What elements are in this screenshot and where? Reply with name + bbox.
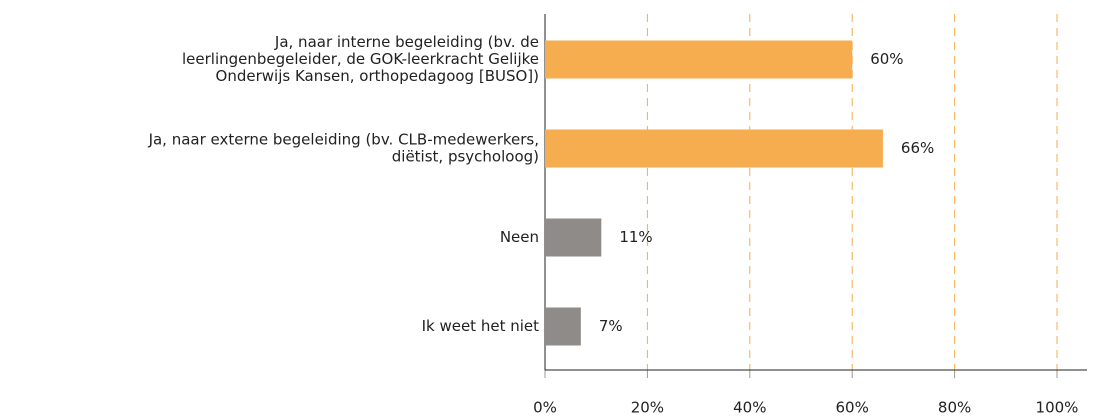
- value-label: 60%: [870, 50, 903, 68]
- category-label: diëtist, psycholoog): [392, 148, 539, 166]
- bar: [545, 129, 883, 168]
- category-label: Ja, naar externe begeleiding (bv. CLB-me…: [148, 131, 539, 149]
- x-tick-label: 60%: [836, 399, 869, 416]
- x-tick-label: 80%: [938, 399, 971, 416]
- bar: [545, 40, 853, 79]
- x-tick-label: 100%: [1036, 399, 1079, 416]
- bar: [545, 307, 581, 346]
- value-label: 7%: [599, 317, 623, 335]
- x-tick-label: 40%: [733, 399, 766, 416]
- bar: [545, 218, 602, 257]
- category-label: leerlingenbegeleider, de GOK-leerkracht …: [182, 50, 539, 68]
- x-tick-label: 0%: [533, 399, 557, 416]
- category-label: Ik weet het niet: [422, 317, 540, 335]
- category-label: Neen: [500, 228, 539, 246]
- value-label: 11%: [619, 228, 652, 246]
- category-label: Ja, naar interne begeleiding (bv. de: [274, 33, 539, 51]
- category-label: Onderwijs Kansen, orthopedagoog [BUSO]): [216, 67, 539, 85]
- x-tick-label: 20%: [631, 399, 664, 416]
- value-label: 66%: [901, 139, 934, 157]
